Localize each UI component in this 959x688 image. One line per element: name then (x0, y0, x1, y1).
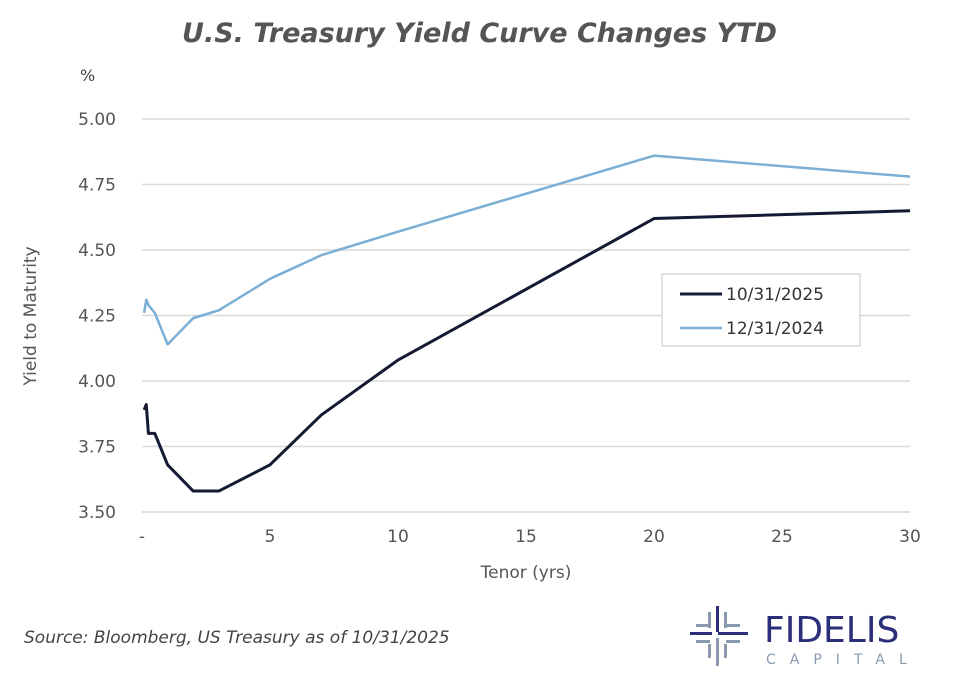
y-tick-label: 5.00 (78, 110, 116, 130)
x-tick-label: 25 (771, 527, 793, 547)
y-tick-label: 4.50 (78, 241, 116, 261)
y-tick-label: 3.50 (78, 503, 116, 523)
logo-mark-icon (690, 606, 748, 666)
x-tick-label: 15 (515, 527, 537, 547)
plot-area: 3.50 3.75 4.00 4.25 4.50 4.75 5.00 - 5 10 15 20 25 30… (21, 110, 921, 583)
source-note: Source: Bloomberg, US Treasury as of 10/… (24, 628, 450, 648)
x-tick-label: 10 (387, 527, 409, 547)
series-line-10-31-2025 (142, 209, 911, 493)
legend-label: 12/31/2024 (726, 319, 824, 339)
x-tick-label: - (139, 527, 145, 547)
legend-box (661, 273, 861, 347)
y-tick-label: 3.75 (78, 438, 116, 458)
chart-title: U.S. Treasury Yield Curve Changes YTD (182, 18, 777, 49)
series-line-12-31-2024 (142, 154, 911, 346)
y-tick-label: 4.75 (78, 176, 116, 196)
x-tick-label: 20 (643, 527, 665, 547)
y-tick-label: 4.25 (78, 307, 116, 327)
y-unit-label: % (80, 66, 96, 85)
y-tick-label: 4.00 (78, 372, 116, 392)
x-axis-label: Tenor (yrs) (480, 563, 572, 583)
y-axis-label: Yield to Maturity (21, 246, 41, 386)
logo-name: FIDELIS (764, 610, 899, 651)
x-tick-label: 5 (265, 527, 276, 547)
logo-sub: CAPITAL (766, 652, 921, 668)
x-tick-label: 30 (899, 527, 921, 547)
legend-label: 10/31/2025 (726, 285, 824, 305)
fidelis-logo: FIDELIS CAPITAL (690, 606, 921, 668)
